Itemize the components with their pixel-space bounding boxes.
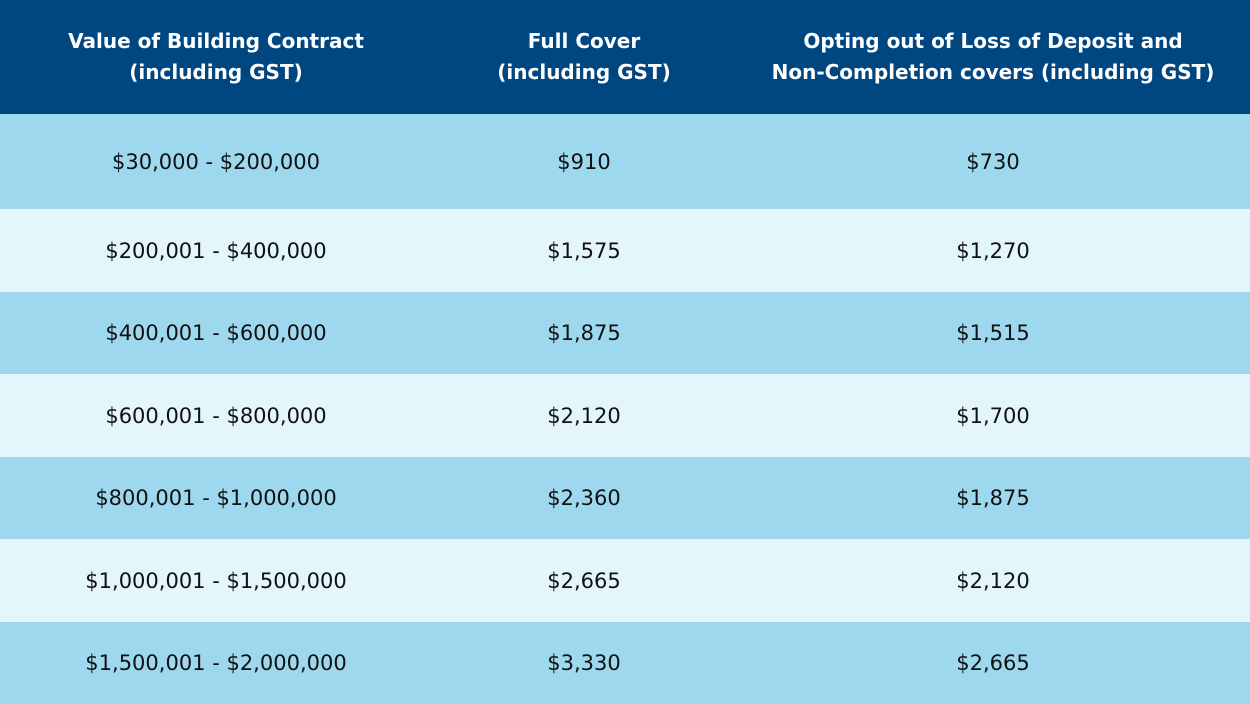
cell-contract-value: $600,001 - $800,000: [105, 403, 327, 428]
cell-opting-out: $730: [966, 149, 1020, 174]
header-line: (including GST): [497, 60, 671, 84]
header-line: Non-Completion covers (including GST): [771, 60, 1215, 84]
header-line: Opting out of Loss of Deposit and: [803, 29, 1183, 53]
cell-full-cover: $2,120: [547, 403, 621, 428]
cell-full-cover: $2,665: [547, 568, 621, 593]
cell-contract-value: $30,000 - $200,000: [112, 149, 320, 174]
cell-full-cover: $2,360: [547, 486, 621, 510]
cell-contract-value: $1,000,001 - $1,500,000: [85, 568, 347, 593]
cell-full-cover: $1,575: [547, 238, 621, 263]
cell-contract-value: $400,001 - $600,000: [105, 321, 327, 345]
table-row: $800,001 - $1,000,000 $2,360 $1,875: [0, 457, 1250, 539]
table-row: $600,001 - $800,000 $2,120 $1,700: [0, 374, 1250, 457]
cell-opting-out: $2,120: [956, 568, 1030, 593]
table-row: $200,001 - $400,000 $1,575 $1,270: [0, 209, 1250, 292]
cell-full-cover: $1,875: [547, 321, 621, 345]
header-contract-value: Value of Building Contract (including GS…: [0, 26, 432, 88]
header-line: Full Cover: [527, 29, 641, 53]
cell-full-cover: $3,330: [547, 651, 621, 675]
cell-full-cover: $910: [557, 149, 611, 174]
header-full-cover: Full Cover (including GST): [432, 26, 736, 88]
header-line: (including GST): [129, 60, 303, 84]
table-row: $400,001 - $600,000 $1,875 $1,515: [0, 292, 1250, 374]
header-line: Value of Building Contract: [68, 29, 364, 53]
cell-opting-out: $2,665: [956, 651, 1030, 675]
table-row: $1,500,001 - $2,000,000 $3,330 $2,665: [0, 622, 1250, 704]
cell-opting-out: $1,515: [956, 321, 1030, 345]
table-row: $1,000,001 - $1,500,000 $2,665 $2,120: [0, 539, 1250, 622]
header-opting-out: Opting out of Loss of Deposit and Non-Co…: [736, 26, 1250, 88]
table-header: Value of Building Contract (including GS…: [0, 0, 1250, 114]
cell-contract-value: $800,001 - $1,000,000: [95, 486, 337, 510]
table-row: $30,000 - $200,000 $910 $730: [0, 114, 1250, 209]
cell-contract-value: $1,500,001 - $2,000,000: [85, 651, 347, 675]
cell-opting-out: $1,270: [956, 238, 1030, 263]
cell-contract-value: $200,001 - $400,000: [105, 238, 327, 263]
cell-opting-out: $1,875: [956, 486, 1030, 510]
cell-opting-out: $1,700: [956, 403, 1030, 428]
